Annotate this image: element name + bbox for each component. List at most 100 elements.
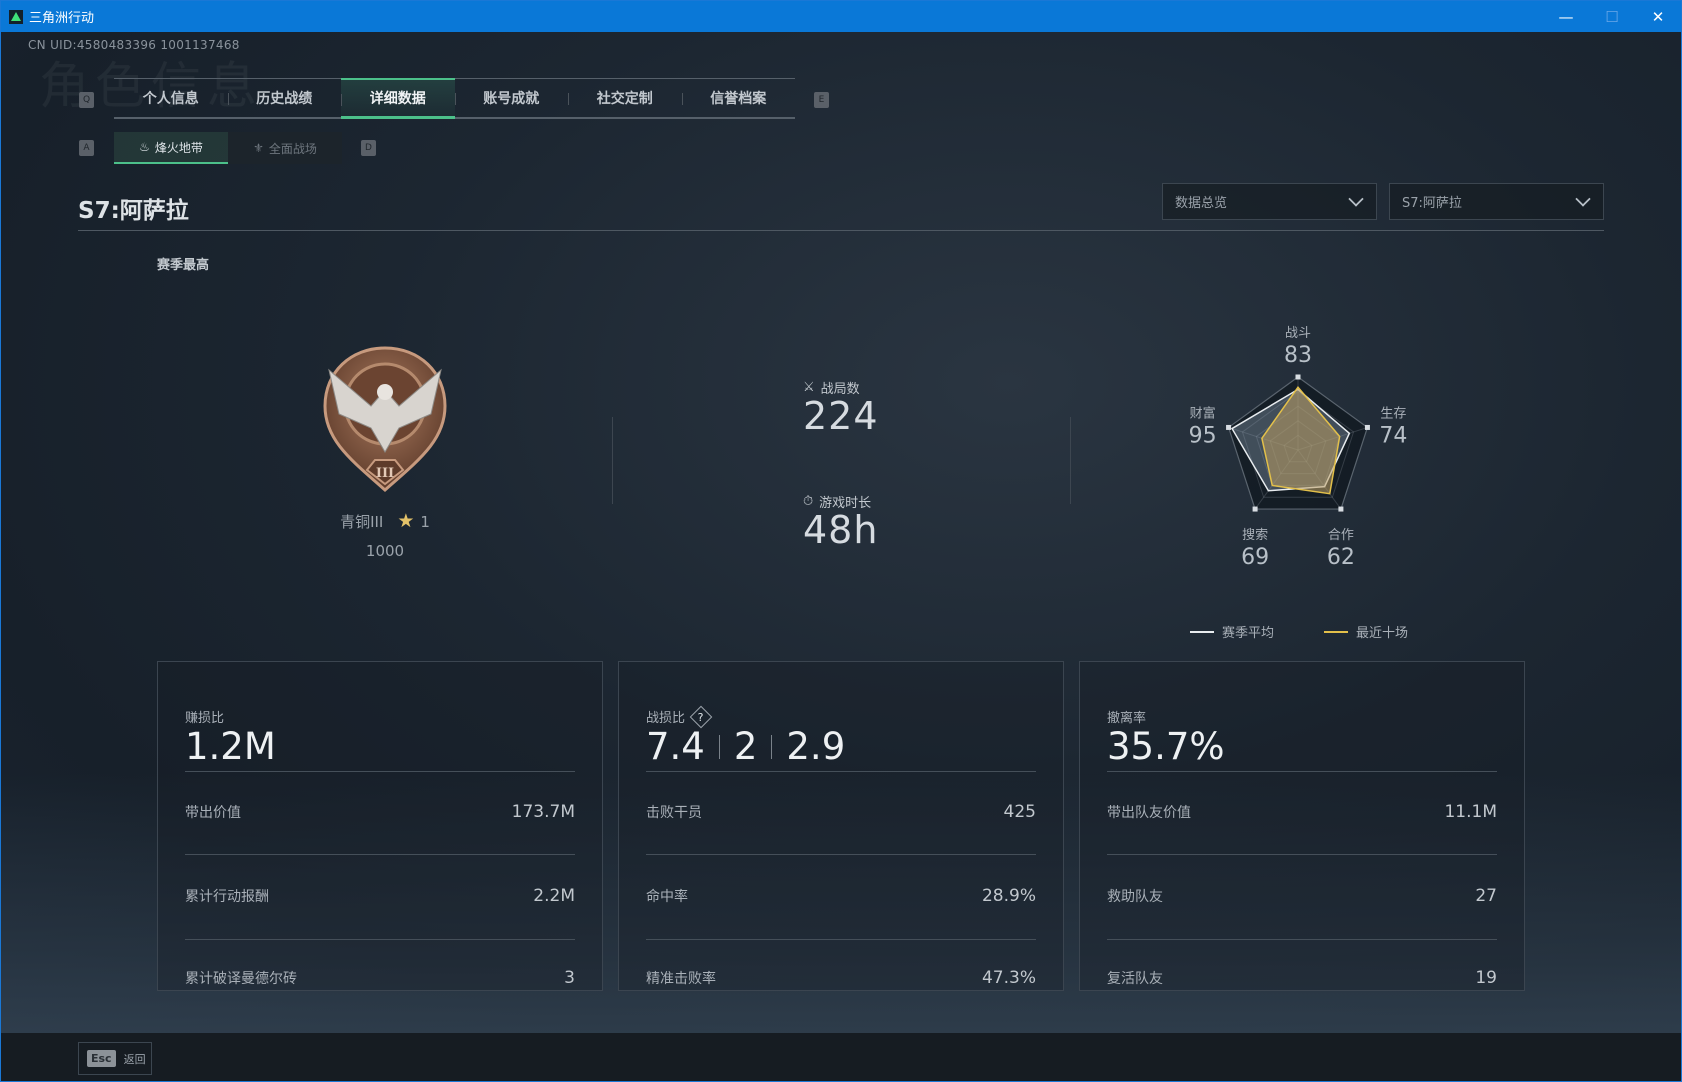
card-title: 赚损比 [185,711,225,726]
chevron-down-icon [1348,191,1364,207]
row-value: 11.1M [1444,802,1497,822]
radar-vertex-marker [1295,374,1301,380]
card-big-value: 1.2M [185,725,276,768]
divider [612,417,613,504]
close-button[interactable]: ✕ [1651,7,1665,26]
legend-label: 最近十场 [1356,626,1409,641]
stat-row: 带出价值 173.7M [185,802,575,822]
radar-axis-label: 搜索 [1242,528,1268,543]
radar-grid-ring [1241,390,1355,498]
divider [1070,417,1071,504]
playtime-value: 48h [803,508,879,552]
season-dropdown[interactable]: S7:阿萨拉 [1389,183,1604,220]
subtab-operations[interactable]: ♨ 烽火地带 [114,132,228,164]
tab-match-history[interactable]: 历史战绩 [227,79,342,117]
row-value: 19 [1475,968,1497,988]
row-value: 47.3% [981,968,1036,988]
kd-card: 战损比? 7.4 2 2.9 击败干员 425 命中率 28.9% 精准击败率 47.3% [618,661,1064,991]
title-divider [78,230,1604,231]
row-value: 27 [1475,886,1497,906]
row-value: 2.2M [533,886,575,906]
radar-axis-label: 战斗 [1285,326,1311,341]
view-dropdown[interactable]: 数据总览 [1162,183,1377,220]
legend-swatch [1324,630,1348,633]
separator [718,734,720,759]
rank-score: 1000 [365,542,405,560]
card-big-value: 7.4 2 2.9 [646,725,845,768]
tab-social[interactable]: 社交定制 [568,79,682,117]
minimize-button[interactable]: — [1558,7,1574,26]
divider [185,854,575,855]
mode-tabs: ♨ 烽火地带 ⚜ 全面战场 [114,132,342,164]
big-value: 1.2M [185,725,276,768]
tab-personal-info[interactable]: 个人信息 [142,91,199,107]
divider [185,939,575,940]
card-title: 撤离率 [1107,711,1147,726]
key-hint-e[interactable]: E [814,92,829,108]
campfire-icon: ♨ [139,140,150,154]
esc-key: Esc [87,1050,116,1067]
stat-row: 击败干员 425 [646,802,1036,822]
radar-axis-value: 83 [1284,343,1312,368]
footer-bar: Esc 返回 [1,1033,1681,1081]
crossed-swords-icon: ⚔ [803,380,815,395]
matches-value: 224 [803,394,879,438]
divider [185,771,575,772]
svg-text:III: III [376,466,394,481]
big-value: 35.7% [1107,725,1225,768]
key-hint-q[interactable]: Q [79,92,94,108]
stat-row: 复活队友 19 [1107,968,1497,988]
divider [1107,939,1497,940]
player-uid: CN UID:4580483396 1001137468 [28,38,240,52]
stopwatch-icon: ⏱ [803,494,814,509]
back-label: 返回 [123,1052,146,1066]
page-watermark: 角色信息 [39,57,263,115]
big-value: 2 [733,725,758,768]
row-label: 复活队友 [1107,971,1163,987]
legend-label: 赛季平均 [1222,626,1275,641]
stat-row: 带出队友价值 11.1M [1107,802,1497,822]
key-hint-d[interactable]: D [361,140,376,156]
row-label: 带出队友价值 [1107,805,1191,821]
stat-row: 累计行动报酬 2.2M [185,886,575,906]
stat-row: 精准击败率 47.3% [646,968,1036,988]
card-title: 战损比? [646,705,713,728]
ability-radar-chart: 战斗 83 生存 74 合作 62 搜索 69 财富 95 [1189,326,1408,570]
key-hint-a[interactable]: A [79,140,94,156]
divider [646,771,1036,772]
radar-axis-label: 财富 [1190,405,1216,421]
back-button[interactable]: Esc 返回 [78,1042,152,1075]
bronze-rank-medal-icon: III [323,346,447,493]
extraction-card: 撤离率 35.7% 带出队友价值 11.1M 救助队友 27 复活队友 19 [1079,661,1525,991]
separator [771,734,773,759]
radar-axis-value: 74 [1379,423,1407,448]
chevron-down-icon [1575,191,1591,207]
stat-row: 命中率 28.9% [646,886,1036,906]
card-big-value: 35.7% [1107,725,1225,768]
tab-credit[interactable]: 信誉档案 [681,79,796,117]
divider [1107,771,1497,772]
tab-achievements[interactable]: 账号成就 [454,79,569,117]
row-value: 173.7M [511,802,575,822]
maximize-button[interactable]: ☐ [1605,7,1619,26]
dropdown-value: 数据总览 [1175,196,1228,211]
card-title-text: 战损比 [646,711,686,726]
legend-swatch [1190,630,1214,633]
content-area: 角色信息 CN UID:4580483396 1001137468 Q 个人信息… [1,32,1681,1081]
radar-vertex-marker [1226,424,1232,430]
legend-recent-ten: 最近十场 [1324,622,1408,641]
row-value: 425 [1003,802,1036,822]
radar-axis-value: 62 [1327,545,1355,570]
row-value: 3 [564,968,575,988]
rank-name: 青铜III [340,513,384,531]
row-label: 累计破译曼德尔砖 [185,971,297,987]
main-tabs: 个人信息 历史战绩 详细数据 账号成就 社交定制 信誉档案 [114,78,795,119]
tab-detailed-data[interactable]: 详细数据 [341,78,455,119]
radar-axis-label: 合作 [1328,528,1354,543]
window-title: 三角洲行动 [29,11,95,26]
subtab-warfare[interactable]: ⚜ 全面战场 [228,132,342,164]
row-label: 精准击败率 [646,971,716,987]
dropdown-value: S7:阿萨拉 [1402,196,1462,211]
radar-axis-label: 生存 [1380,406,1406,421]
divider [1107,854,1497,855]
